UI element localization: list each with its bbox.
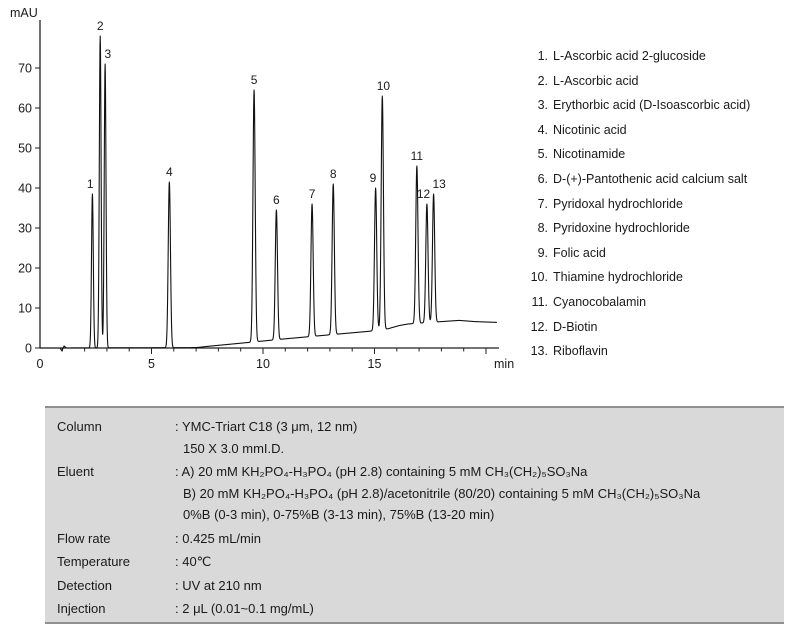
peak-label-10: 10 (377, 79, 391, 93)
legend-item-name: L-Ascorbic acid (553, 73, 639, 88)
legend-item-name: D-Biotin (553, 319, 598, 334)
condition-value-line: : A) 20 mM KH₂PO₄-H₃PO₄ (pH 2.8) contain… (175, 464, 588, 479)
legend-item: 5. Nicotinamide (524, 142, 786, 167)
condition-value-line: : 0.425 mL/min (175, 530, 261, 546)
x-tick-label: 15 (368, 357, 382, 371)
condition-row: Column : YMC-Triart C18 (3 μm, 12 nm) 150 … (57, 416, 774, 459)
legend-item: 7. Pyridoxal hydrochloride (524, 192, 786, 217)
legend-item: 8. Pyridoxine hydrochloride (524, 216, 786, 241)
legend-item-number: 12. (530, 319, 548, 334)
legend-item: 4. Nicotinic acid (524, 118, 786, 143)
condition-label: Column (57, 419, 102, 434)
peak-label-5: 5 (251, 73, 258, 87)
condition-value: : 40℃ (175, 551, 774, 573)
legend-item: 13. Riboflavin (524, 339, 786, 364)
peak-label-3: 3 (104, 47, 111, 61)
legend-item-name: Nicotinamide (553, 147, 626, 162)
y-tick-label: 10 (18, 302, 32, 316)
x-tick-label: 5 (148, 357, 155, 371)
x-tick-label: 0 (37, 357, 44, 371)
legend-item-name: Nicotinic acid (553, 122, 627, 137)
legend-item-name: Cyanocobalamin (553, 294, 647, 309)
condition-value-line: : UV at 210 nm (175, 577, 262, 593)
legend-item-name: Riboflavin (553, 344, 608, 359)
legend-item: 2. L-Ascorbic acid (524, 69, 786, 94)
condition-value-line: : 2 μL (0.01~0.1 mg/mL) (175, 601, 314, 616)
x-axis-unit-label: min (494, 357, 514, 371)
legend-item-number: 2. (537, 73, 548, 88)
condition-value: : 0.425 mL/min (175, 528, 774, 550)
legend-item-name: D-(+)-Pantothenic acid calcium salt (553, 171, 748, 186)
condition-label: Injection (57, 601, 106, 616)
legend-item: 1. L-Ascorbic acid 2-glucoside (524, 44, 786, 69)
peak-label-13: 13 (432, 177, 446, 191)
condition-value: : YMC-Triart C18 (3 μm, 12 nm) 150 X 3.0 … (175, 416, 774, 459)
condition-label: Temperature (57, 554, 130, 569)
y-tick-label: 70 (18, 62, 32, 76)
legend-item-number: 13. (530, 344, 548, 359)
peak-label-4: 4 (166, 165, 173, 179)
condition-value-line: : 40℃ (175, 554, 212, 569)
legend-item: 12. D-Biotin (524, 315, 786, 340)
y-tick-label: 40 (18, 182, 32, 196)
peak-label-2: 2 (97, 19, 104, 33)
legend-item-number: 1. (537, 49, 548, 63)
peak-label-6: 6 (273, 193, 280, 207)
legend-item: 10. Thiamine hydrochloride (524, 265, 786, 290)
legend-item: 11. Cyanocobalamin (524, 290, 786, 315)
condition-row: Injection : 2 μL (0.01~0.1 mg/mL) (57, 598, 774, 620)
chromatogram: 0 5 10 15 min 0 10 20 30 40 50 60 70 mAU 1 2 3 4 5 6 7 8 9 10 11… (6, 4, 518, 398)
legend-item-name: Pyridoxine hydrochloride (553, 221, 690, 236)
legend-item-number: 7. (537, 196, 548, 211)
peak-label-1: 1 (87, 177, 94, 191)
y-tick-label: 0 (25, 342, 32, 356)
peak-label-11: 11 (411, 149, 424, 163)
legend-item-name: Erythorbic acid (D-Isoascorbic acid) (553, 98, 751, 113)
conditions-table: Column : YMC-Triart C18 (3 μm, 12 nm) 150 … (45, 406, 784, 624)
legend-item-name: Thiamine hydrochloride (553, 270, 683, 285)
condition-value-line: : YMC-Triart C18 (3 μm, 12 nm) (175, 419, 358, 434)
legend-item-number: 10. (530, 270, 548, 285)
legend-item: 6. D-(+)-Pantothenic acid calcium salt (524, 167, 786, 192)
peak-label-7: 7 (309, 187, 316, 201)
y-tick-label: 50 (18, 142, 32, 156)
legend-item-number: 4. (537, 122, 548, 137)
condition-value-line: 150 X 3.0 mmI.D. (183, 440, 285, 456)
y-tick-label: 30 (18, 222, 32, 236)
condition-value-line: B) 20 mM KH₂PO₄-H₃PO₄ (pH 2.8)/acetonitr… (183, 485, 701, 501)
condition-value-line: 0%B (0-3 min), 0-75%B (3-13 min), 75%B (… (183, 507, 495, 522)
legend-item-number: 8. (537, 221, 548, 236)
legend-item-number: 3. (537, 98, 548, 113)
condition-row: Eluent : A) 20 mM KH₂PO₄-H₃PO₄ (pH 2.8) c… (57, 461, 774, 526)
condition-row: Temperature : 40℃ (57, 551, 774, 573)
peak-label-12: 12 (417, 187, 431, 201)
peak-legend: 1. L-Ascorbic acid 2-glucoside 2. L-Ascorbi… (524, 44, 786, 364)
condition-row: Detection : UV at 210 nm (57, 575, 774, 597)
legend-item-number: 6. (537, 171, 548, 186)
y-axis-unit-label: mAU (10, 6, 38, 20)
legend-item-number: 5. (537, 147, 548, 162)
condition-label: Detection (57, 577, 112, 593)
legend-item-number: 11. (531, 294, 548, 309)
condition-label: Flow rate (57, 530, 111, 546)
legend-item: 3. Erythorbic acid (D-Isoascorbic acid) (524, 93, 786, 118)
legend-item-number: 9. (537, 245, 548, 260)
condition-label: Eluent (57, 464, 94, 479)
y-tick-label: 60 (18, 102, 32, 116)
condition-value: : 2 μL (0.01~0.1 mg/mL) (175, 598, 774, 620)
x-tick-label: 10 (256, 357, 270, 371)
y-tick-label: 20 (18, 262, 32, 276)
condition-row: Flow rate : 0.425 mL/min (57, 528, 774, 550)
peak-label-8: 8 (330, 167, 337, 181)
chromatogram-trace (39, 35, 498, 352)
legend-item-name: Pyridoxal hydrochloride (553, 196, 683, 211)
condition-value: : UV at 210 nm (175, 575, 774, 597)
condition-value: : A) 20 mM KH₂PO₄-H₃PO₄ (pH 2.8) contain… (175, 461, 774, 526)
legend-item-name: Folic acid (553, 245, 606, 260)
legend-item-name: L-Ascorbic acid 2-glucoside (553, 49, 706, 63)
legend-item: 9. Folic acid (524, 241, 786, 266)
peak-label-9: 9 (370, 171, 377, 185)
